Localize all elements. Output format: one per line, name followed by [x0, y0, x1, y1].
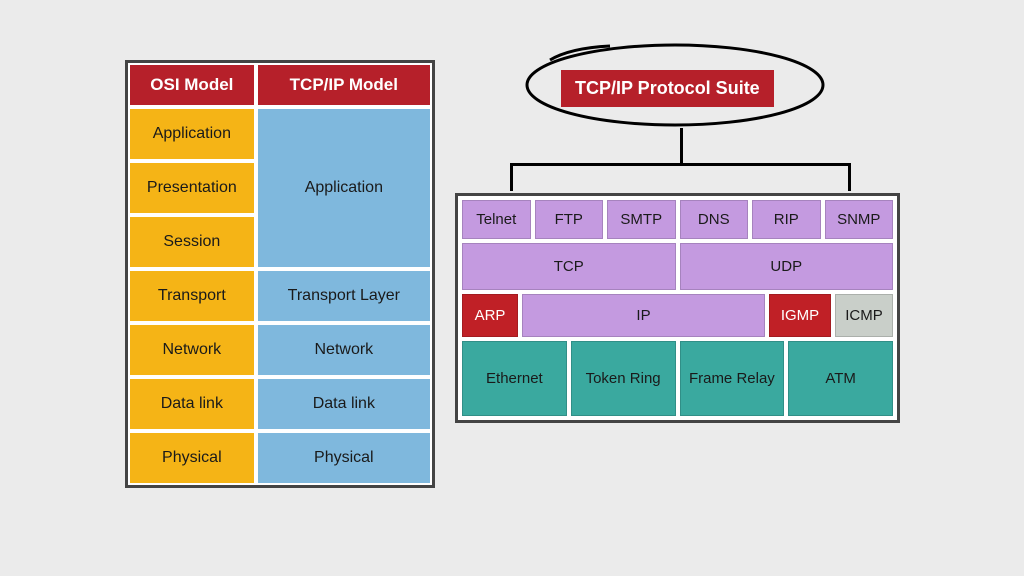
protocol-cell: DNS — [680, 200, 749, 239]
link-protocols-row: EthernetToken RingFrame RelayATM — [462, 341, 893, 416]
protocol-suite-table: TelnetFTPSMTPDNSRIPSNMP TCPUDP ARP IP IG… — [455, 193, 900, 423]
protocol-cell: Ethernet — [462, 341, 567, 416]
osi-layer-cell: Application — [128, 107, 256, 161]
protocol-cell: Frame Relay — [680, 341, 785, 416]
tcpip-layer-cell: Application — [256, 107, 432, 269]
transport-protocols-row: TCPUDP — [462, 243, 893, 290]
protocol-cell: SNMP — [825, 200, 894, 239]
comparison-header-row: OSI Model TCP/IP Model — [128, 63, 432, 107]
application-protocols-row: TelnetFTPSMTPDNSRIPSNMP — [462, 200, 893, 239]
osi-layer-cell: Presentation — [128, 161, 256, 215]
connector-line — [510, 163, 513, 191]
protocol-cell: TCP — [462, 243, 676, 290]
igmp-cell: IGMP — [769, 294, 831, 337]
protocol-cell: RIP — [752, 200, 821, 239]
connector-line — [848, 163, 851, 191]
icmp-cell: ICMP — [835, 294, 893, 337]
protocol-cell: SMTP — [607, 200, 676, 239]
tcpip-layer-cell: Network — [256, 323, 432, 377]
tcp-header: TCP/IP Model — [256, 63, 432, 107]
suite-title: TCP/IP Protocol Suite — [561, 70, 774, 107]
protocol-cell: UDP — [680, 243, 894, 290]
osi-layer-cell: Network — [128, 323, 256, 377]
protocol-cell: Token Ring — [571, 341, 676, 416]
protocol-cell: FTP — [535, 200, 604, 239]
osi-layer-cell: Data link — [128, 377, 256, 431]
osi-layer-cell: Physical — [128, 431, 256, 485]
ip-cell: IP — [522, 294, 765, 337]
tcpip-layer-cell: Physical — [256, 431, 432, 485]
osi-header: OSI Model — [128, 63, 256, 107]
protocol-cell: Telnet — [462, 200, 531, 239]
osi-layer-cell: Session — [128, 215, 256, 269]
protocol-cell: ATM — [788, 341, 893, 416]
connector-line — [680, 128, 683, 163]
osi-tcp-comparison-table: OSI Model TCP/IP Model ApplicationPresen… — [125, 60, 435, 488]
network-protocols-row: ARP IP IGMP ICMP — [462, 294, 893, 337]
osi-layer-cell: Transport — [128, 269, 256, 323]
tcpip-layer-cell: Data link — [256, 377, 432, 431]
tcpip-layer-cell: Transport Layer — [256, 269, 432, 323]
arp-cell: ARP — [462, 294, 518, 337]
connector-line — [510, 163, 850, 166]
